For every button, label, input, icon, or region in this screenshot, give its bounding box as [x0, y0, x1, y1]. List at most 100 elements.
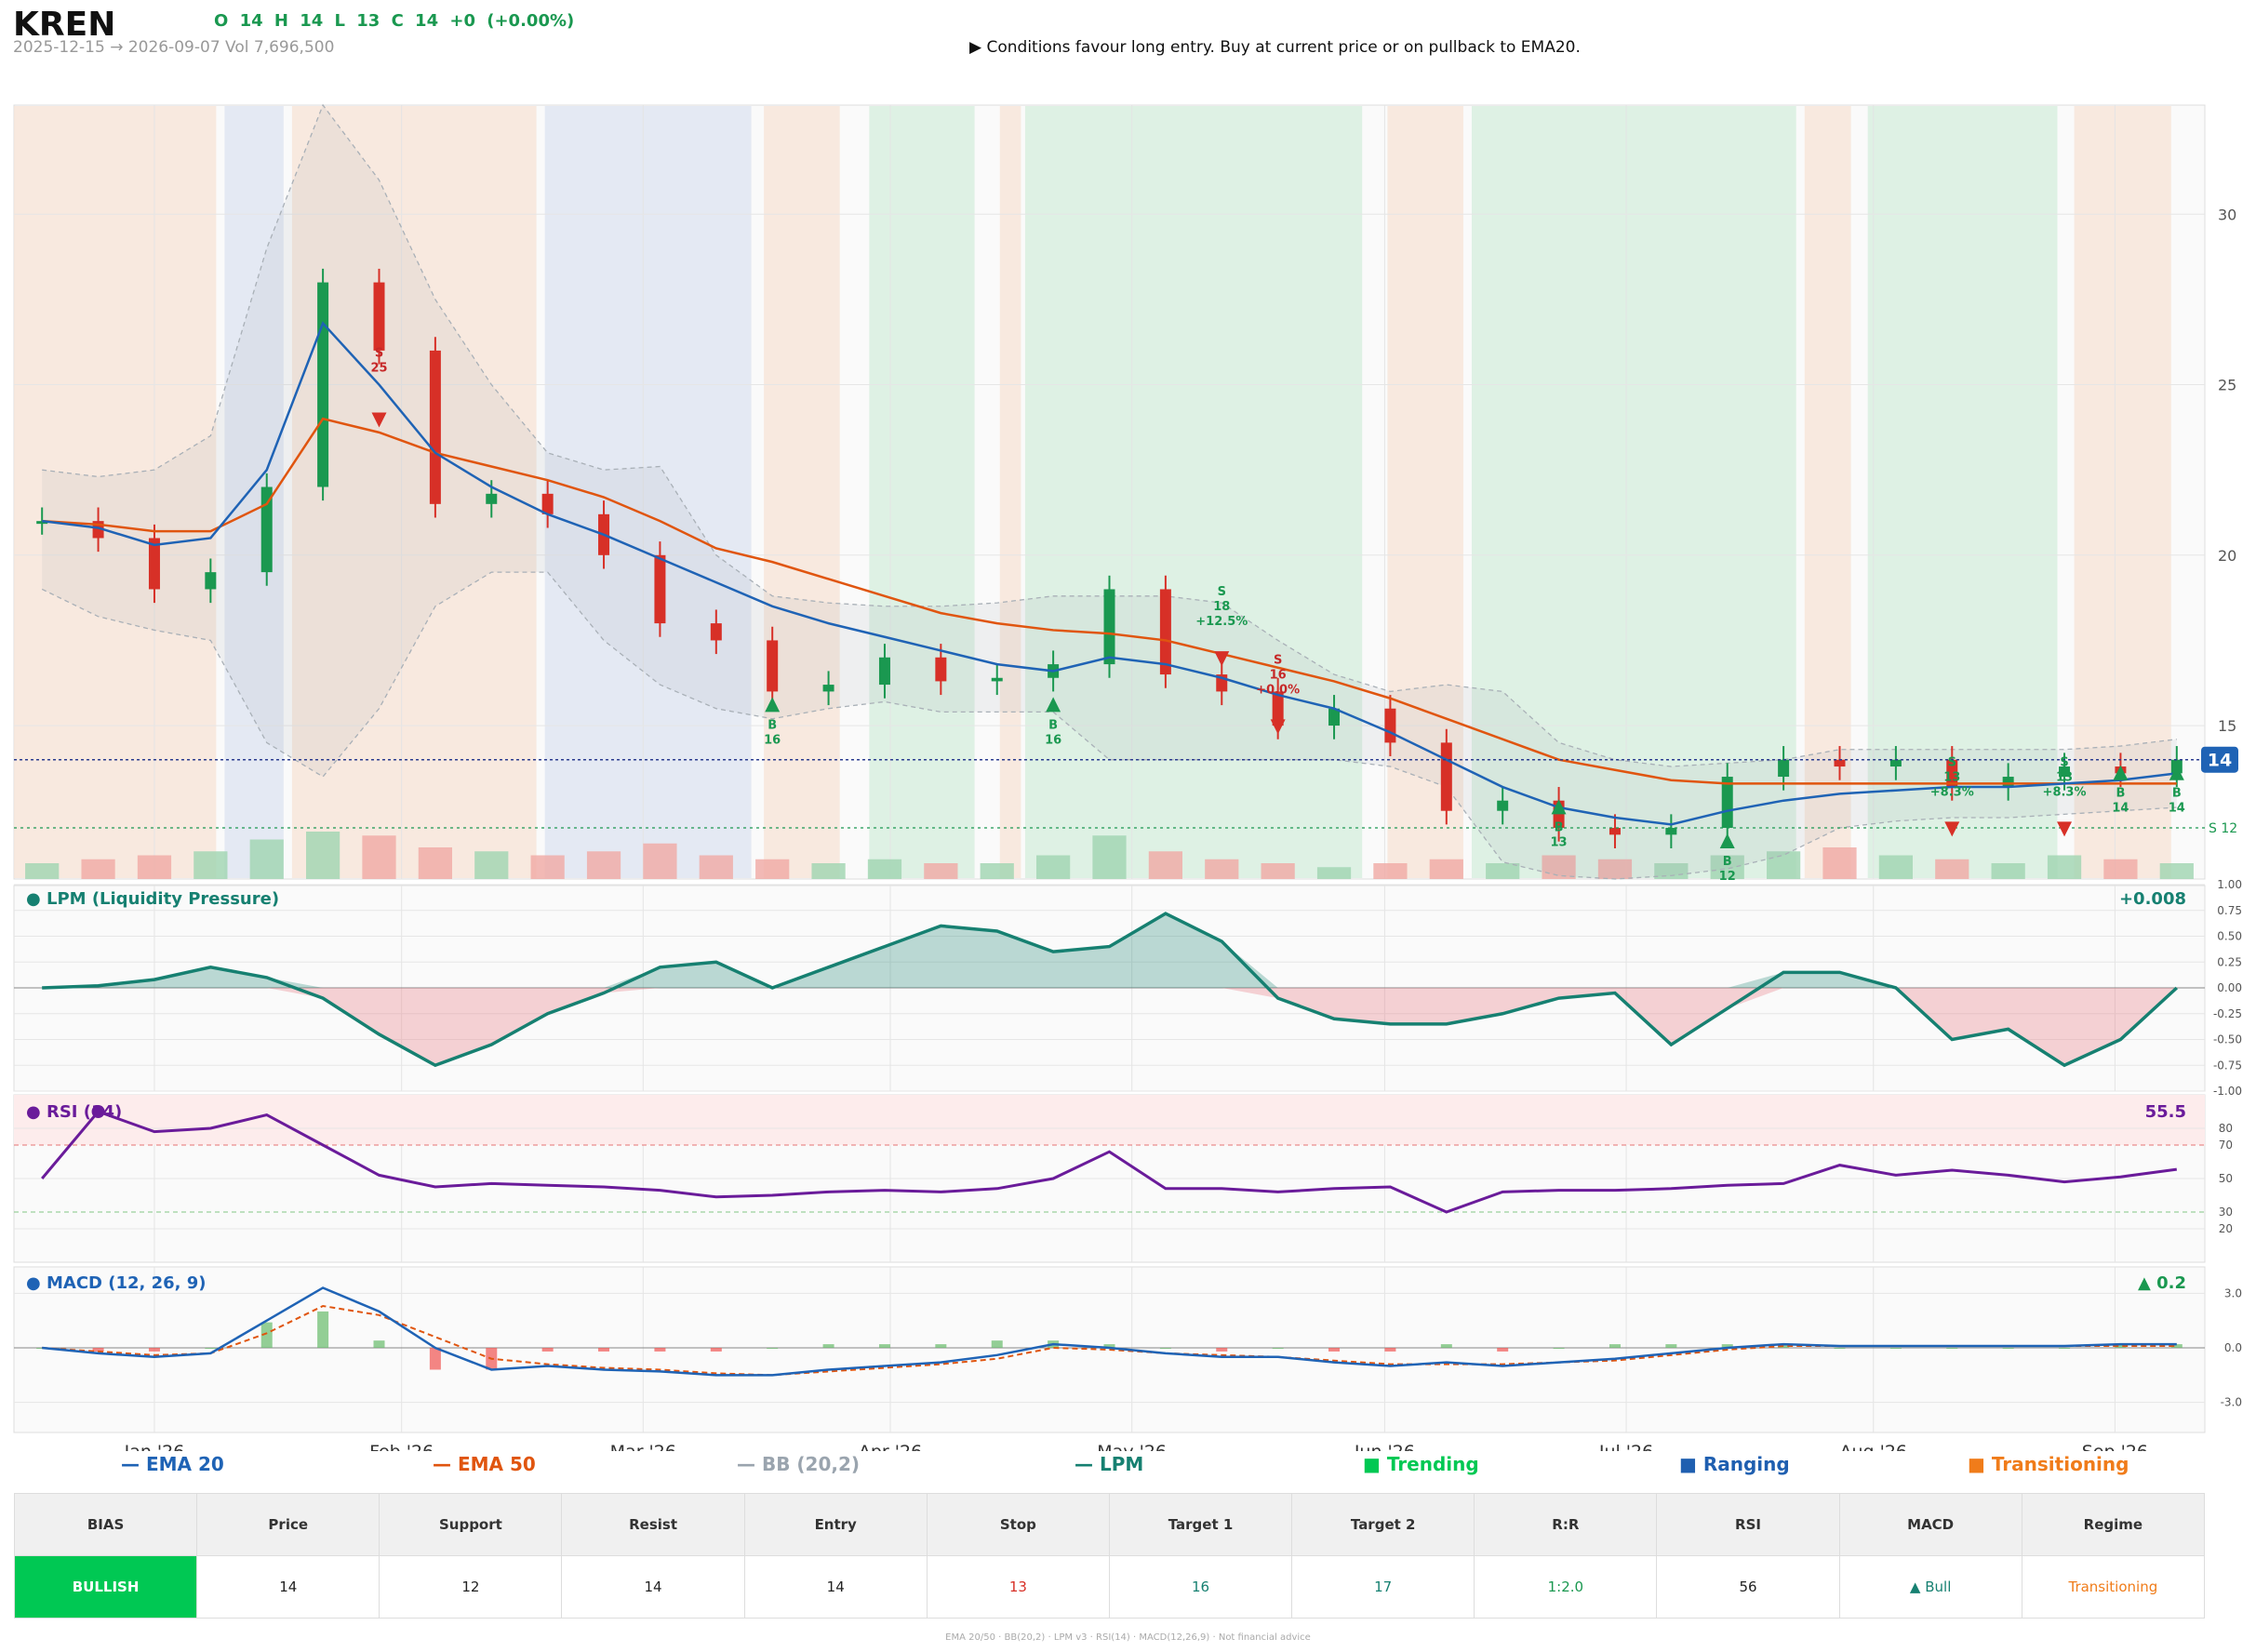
regime-band	[764, 106, 840, 878]
legend-ranging: ■ Ranging	[1679, 1453, 1790, 1475]
buy-marker-label: 14	[2169, 802, 2185, 816]
candle	[1889, 759, 1902, 767]
buy-marker-label: B	[2172, 787, 2182, 801]
stats-header-row: BIAS Price Support Resist Entry Stop Tar…	[13, 1493, 2206, 1556]
macd-histogram-bar	[1272, 1348, 1284, 1349]
candle	[935, 657, 947, 682]
sell-marker-label: 16	[1270, 668, 1287, 682]
volume-bar	[1092, 835, 1127, 879]
volume-bar	[699, 855, 733, 879]
lpm-negative-fill	[42, 988, 2177, 1066]
candle	[822, 685, 834, 692]
legend-bb: — BB (20,2)	[737, 1453, 861, 1475]
rsi-marker	[91, 1105, 105, 1118]
macd-histogram-bar	[1889, 1348, 1902, 1349]
volume-bar	[1542, 855, 1576, 879]
volume-bar	[1767, 851, 1801, 879]
buy-marker-label: 16	[1045, 733, 1061, 747]
stats-header: Regime	[2021, 1493, 2206, 1556]
volume-bar	[362, 835, 396, 879]
x-tick-label: Jun '26	[1354, 1442, 1415, 1451]
sell-marker-label: +8.3%	[1930, 785, 1974, 799]
macd-histogram-bar	[2170, 1344, 2183, 1348]
x-tick-label: Jan '26	[124, 1442, 185, 1451]
bollinger-upper	[42, 103, 2177, 767]
regime-band	[869, 106, 975, 878]
lpm-tick-label: -0.75	[2213, 1059, 2242, 1072]
stop-level-label: S 12	[2209, 821, 2237, 836]
rsi-overbought-zone	[14, 1095, 2205, 1145]
macd-tick-label: 0.0	[2224, 1341, 2242, 1354]
volume-bar	[1822, 847, 1857, 879]
lpm-positive-fill	[42, 913, 2177, 988]
footer-note: EMA 20/50 · BB(20,2) · LPM v3 · RSI(14) …	[945, 1632, 1311, 1643]
price-tick-label: 25	[2218, 377, 2236, 394]
volume-bar	[980, 863, 1014, 879]
sell-marker	[1214, 651, 1230, 667]
buy-marker	[1719, 833, 1735, 849]
macd-histogram-bar	[1103, 1344, 1115, 1348]
buy-marker-label: B	[1555, 820, 1564, 834]
rsi-tick-label: 70	[2219, 1139, 2233, 1152]
price-tick-label: 30	[2218, 206, 2236, 223]
price-tag-label: 14	[2208, 751, 2232, 771]
macd-histogram-bar	[654, 1348, 666, 1352]
lpm-line	[42, 912, 2178, 1068]
volume-bar	[418, 847, 452, 879]
volume-bar	[867, 859, 902, 879]
stats-value: 12	[379, 1555, 563, 1619]
stats-header: Price	[196, 1493, 380, 1556]
candle	[1440, 742, 1452, 811]
regime-band	[14, 106, 217, 878]
chart-legend: — EMA 20 — EMA 50 — BB (20,2) — LPM ■ Tr…	[0, 1449, 2256, 1486]
volume-bar	[1597, 859, 1633, 879]
candle	[878, 657, 890, 686]
volume-bar	[25, 863, 60, 879]
candle	[205, 572, 217, 590]
rsi-line	[41, 1110, 2178, 1214]
macd-histogram-bar	[991, 1340, 1003, 1348]
buy-marker-label: 13	[1551, 835, 1568, 849]
ema20-line	[42, 321, 2177, 826]
lpm-tick-label: 0.00	[2217, 981, 2242, 994]
regime-band	[2074, 106, 2171, 878]
candle	[373, 282, 385, 351]
candle	[767, 640, 779, 692]
macd-histogram-bar	[767, 1348, 779, 1349]
sell-marker	[1270, 719, 1286, 735]
volume-bar	[1316, 867, 1352, 879]
stats-value: 56	[1656, 1555, 1840, 1619]
rsi-tick-label: 80	[2219, 1122, 2233, 1135]
buy-marker-label: B	[768, 718, 777, 732]
trade-stats-table: BIAS Price Support Resist Entry Stop Tar…	[13, 1493, 2206, 1619]
candle	[1665, 828, 1677, 835]
price-tick-label: 15	[2218, 717, 2236, 735]
stats-header: MACD	[1838, 1493, 2022, 1556]
buy-marker	[2113, 765, 2129, 780]
candle	[36, 521, 48, 525]
sell-marker-label: S	[2060, 755, 2068, 769]
macd-value: ▲ 0.2	[2138, 1273, 2186, 1293]
candle	[1328, 708, 1341, 726]
buy-marker-label: B	[1723, 855, 1732, 869]
lpm-tick-label: 1.00	[2217, 878, 2242, 891]
buy-marker-label: B	[2116, 787, 2125, 801]
macd-histogram-bar	[429, 1348, 441, 1370]
bollinger-band-fill	[42, 105, 2177, 879]
rsi-value: 55.5	[2145, 1102, 2186, 1122]
sell-marker	[2057, 821, 2073, 837]
stats-value: 13	[926, 1555, 1110, 1619]
volume-bar	[474, 851, 509, 879]
volume-bar	[249, 839, 284, 879]
stats-value: 17	[1291, 1555, 1475, 1619]
macd-histogram-bar	[148, 1348, 160, 1352]
buy-marker-label: B	[1048, 718, 1058, 732]
stats-header: Entry	[743, 1493, 928, 1556]
macd-tick-label: -3.0	[2221, 1396, 2242, 1409]
macd-histogram-bar	[878, 1344, 890, 1348]
volume-bar	[1373, 863, 1408, 879]
sell-marker-label: +8.3%	[2043, 785, 2087, 799]
candle	[1609, 828, 1621, 835]
macd-histogram-bar	[2002, 1348, 2014, 1349]
ticker-symbol: KREN	[13, 6, 116, 44]
